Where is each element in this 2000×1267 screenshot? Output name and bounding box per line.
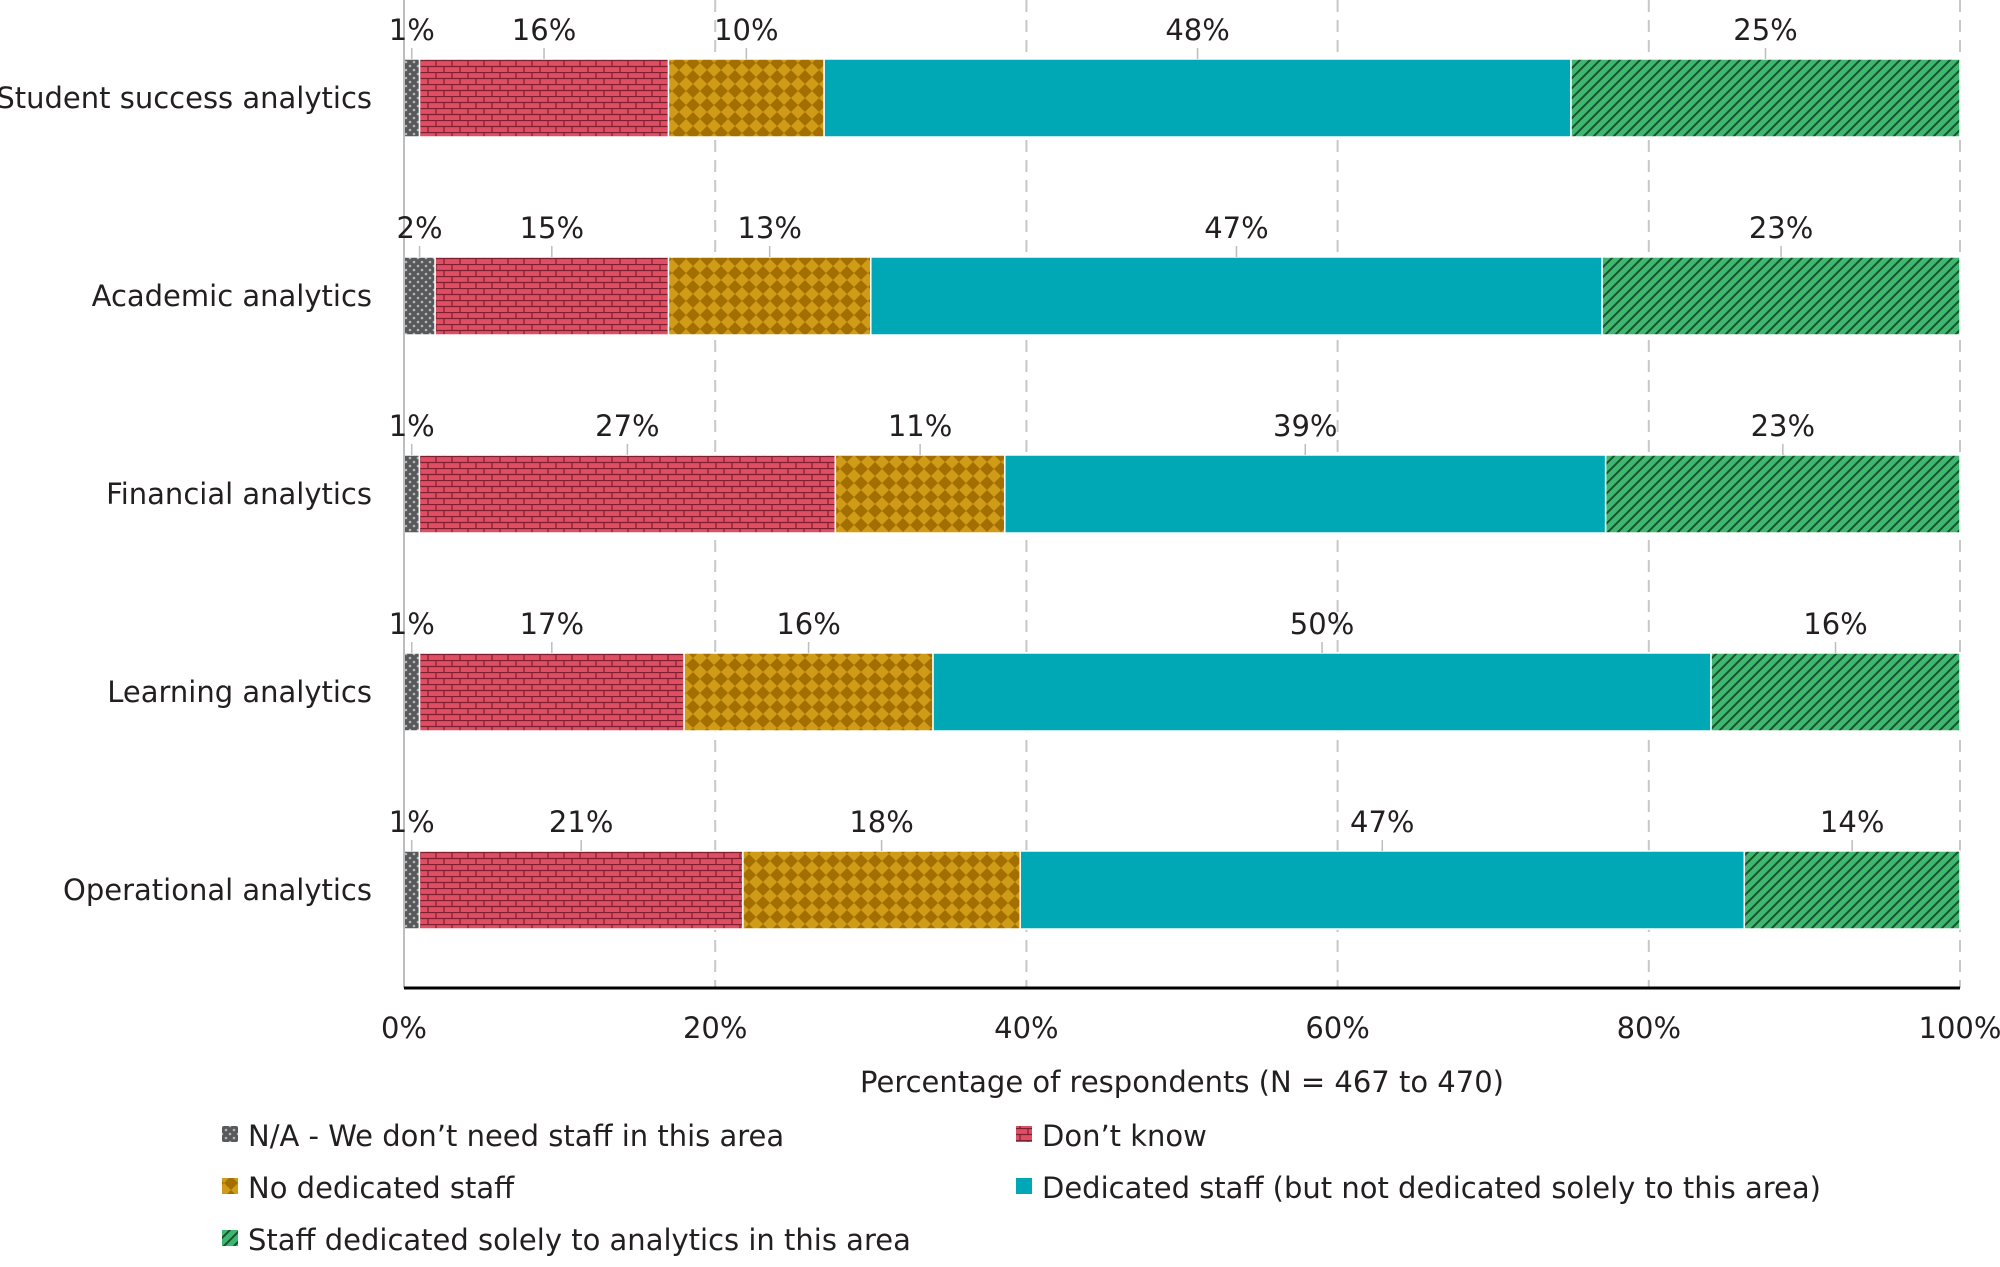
bar-financial-analytics-n-a-we-don-t-need-staff-in-this-area (403, 454, 421, 534)
value-label: 10% (714, 13, 778, 47)
gridlines (714, 0, 1961, 988)
bar-student-success-analytics-staff-dedicated-solely-to-analytics-in-this-area (1570, 58, 1961, 138)
legend-swatch-don-t-know (1016, 1126, 1032, 1142)
x-tick-label: 60% (1305, 1011, 1369, 1045)
category-label-financial-analytics: Financial analytics (106, 477, 372, 511)
value-label: 23% (1749, 211, 1813, 245)
bar-learning-analytics-dedicated-staff-but-not-dedicated-solely-to-this-area (932, 652, 1712, 732)
legend-label: No dedicated staff (248, 1171, 515, 1205)
x-tick-label: 80% (1617, 1011, 1681, 1045)
x-axis: 0% 20% 40% 60% 80% 100% Percentage of responde… (0, 0, 2000, 1099)
legend: N/A - We don’t need staff in this area Do… (222, 1119, 1821, 1257)
x-tick-label: 40% (994, 1011, 1058, 1045)
value-label: 1% (389, 13, 435, 47)
value-label: 14% (1820, 805, 1884, 839)
value-label: 21% (549, 805, 613, 839)
category-label-operational-analytics: Operational analytics (63, 873, 372, 907)
value-labels: 1% 16% 10% 48% 25% 2% 15% 13% 47% 23% 1% 27% 11% 39% 2… (389, 13, 1884, 851)
bar-student-success-analytics-dedicated-staff-but-not-dedicated-solely-to-this-area (823, 58, 1572, 138)
value-label: 15% (520, 211, 584, 245)
value-label: 2% (397, 211, 443, 245)
value-label: 16% (512, 13, 576, 47)
value-label: 13% (737, 211, 801, 245)
bar-financial-analytics-dedicated-staff-but-not-dedicated-solely-to-this-area (1004, 454, 1607, 534)
x-tick-label: 0% (381, 1011, 427, 1045)
bar-academic-analytics-n-a-we-don-t-need-staff-in-this-area (403, 256, 436, 336)
x-axis-title: Percentage of respondents (N = 467 to 47… (860, 1065, 1504, 1099)
x-tick-label: 20% (683, 1011, 747, 1045)
bar-learning-analytics-n-a-we-don-t-need-staff-in-this-area (403, 652, 421, 732)
bar-student-success-analytics-n-a-we-don-t-need-staff-in-this-area (403, 58, 421, 138)
value-label: 1% (389, 805, 435, 839)
bar-learning-analytics-don-t-know (418, 652, 685, 732)
value-label: 47% (1350, 805, 1414, 839)
bar-learning-analytics-no-dedicated-staff (683, 652, 934, 732)
value-label: 47% (1204, 211, 1268, 245)
x-tick-label: 100% (1919, 1011, 2000, 1045)
bar-academic-analytics-staff-dedicated-solely-to-analytics-in-this-area (1601, 256, 1961, 336)
value-label: 17% (520, 607, 584, 641)
legend-swatch-staff-dedicated-solely-to-analytics-in-this-area (222, 1230, 238, 1246)
legend-swatch-no-dedicated-staff (222, 1178, 238, 1194)
value-label: 18% (849, 805, 913, 839)
value-label: 23% (1751, 409, 1815, 443)
value-label: 16% (776, 607, 840, 641)
legend-label: N/A - We don’t need staff in this area (248, 1119, 784, 1153)
value-label: 39% (1273, 409, 1337, 443)
bar-learning-analytics-staff-dedicated-solely-to-analytics-in-this-area (1710, 652, 1961, 732)
category-label-academic-analytics: Academic analytics (92, 279, 372, 313)
bar-operational-analytics-don-t-know (418, 850, 744, 930)
value-label: 16% (1803, 607, 1867, 641)
bar-financial-analytics-don-t-know (418, 454, 837, 534)
value-label: 27% (595, 409, 659, 443)
bars (403, 58, 1961, 930)
legend-label: Staff dedicated solely to analytics in t… (248, 1223, 911, 1257)
bar-academic-analytics-no-dedicated-staff (667, 256, 872, 336)
value-label: 25% (1733, 13, 1797, 47)
bar-financial-analytics-staff-dedicated-solely-to-analytics-in-this-area (1604, 454, 1961, 534)
legend-swatch-n-a-we-don-t-need-staff-in-this-area (222, 1126, 238, 1142)
bar-student-success-analytics-don-t-know (418, 58, 670, 138)
bar-financial-analytics-no-dedicated-staff (834, 454, 1006, 534)
value-label: 50% (1290, 607, 1354, 641)
bar-operational-analytics-no-dedicated-staff (742, 850, 1021, 930)
bar-student-success-analytics-no-dedicated-staff (667, 58, 825, 138)
category-label-learning-analytics: Learning analytics (107, 675, 372, 709)
value-label: 1% (389, 409, 435, 443)
value-label: 1% (389, 607, 435, 641)
bar-operational-analytics-staff-dedicated-solely-to-analytics-in-this-area (1743, 850, 1961, 930)
value-label: 11% (888, 409, 952, 443)
legend-label: Don’t know (1042, 1119, 1207, 1153)
legend-label: Dedicated staff (but not dedicated solel… (1042, 1171, 1821, 1205)
bar-operational-analytics-n-a-we-don-t-need-staff-in-this-area (403, 850, 421, 930)
legend-swatch-dedicated-staff-but-not-dedicated-solely-to-this-area (1016, 1178, 1032, 1194)
bar-operational-analytics-dedicated-staff-but-not-dedicated-solely-to-this-area (1019, 850, 1746, 930)
bar-academic-analytics-don-t-know (434, 256, 670, 336)
bar-academic-analytics-dedicated-staff-but-not-dedicated-solely-to-this-area (870, 256, 1603, 336)
value-label: 48% (1165, 13, 1229, 47)
category-label-student-success-analytics: Student success analytics (0, 81, 372, 115)
